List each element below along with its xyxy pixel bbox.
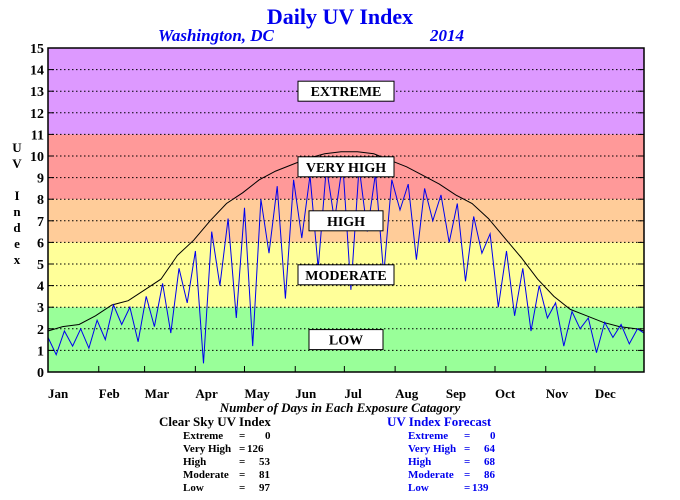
band-label: VERY HIGH [306, 161, 386, 176]
forecast-heading: UV Index Forecast [387, 414, 492, 429]
y-tick-label: 14 [30, 64, 44, 79]
band-label: MODERATE [305, 269, 386, 284]
y-tick-label: 7 [37, 215, 44, 230]
band-label-box [308, 210, 384, 232]
y-tick-label: 11 [31, 128, 44, 143]
band-label-box [297, 264, 395, 286]
band-labels: LOW MODERATE HIGH VERY HIGH EXTREME [297, 80, 395, 351]
x-tick-label: Nov [546, 386, 569, 401]
band-label: HIGH [327, 215, 365, 230]
clear-sky-heading: Clear Sky UV Index [159, 414, 271, 429]
band-label: LOW [329, 334, 363, 349]
exposure-caption: Number of Days in Each Exposure Catagory [219, 400, 461, 415]
y-tick-label: 10 [30, 150, 44, 165]
y-tick-label: 0 [37, 366, 44, 381]
x-tick-label: Dec [595, 386, 616, 401]
x-tick-label: Jun [295, 386, 317, 401]
plot-frame [47, 47, 645, 373]
location-label: Washington, DC [158, 26, 274, 45]
year-label: 2014 [430, 26, 464, 45]
y-tick-label: 12 [30, 107, 44, 122]
y-tick-label: 4 [37, 280, 44, 295]
x-tick-label: Aug [395, 386, 419, 401]
band-label-box [297, 156, 395, 178]
x-tick-label: Mar [145, 386, 170, 401]
x-tick-label: May [244, 386, 270, 401]
y-tick-label: 2 [37, 323, 44, 338]
y-tick-label: 6 [37, 236, 44, 251]
y-tick-label: 5 [37, 258, 44, 273]
y-tick-label: 15 [30, 42, 44, 57]
band-label-box [308, 329, 384, 351]
x-tick-label: Jan [48, 386, 69, 401]
x-tick-label: Jul [344, 386, 362, 401]
x-tick-label: Apr [195, 386, 218, 401]
band-label: EXTREME [311, 85, 382, 100]
x-tick-label: Oct [495, 386, 516, 401]
x-tick-label: Sep [446, 386, 466, 401]
y-tick-label: 9 [37, 172, 44, 187]
chart-title: Daily UV Index [266, 4, 414, 29]
y-tick-label: 13 [30, 85, 44, 100]
band-label-box [297, 80, 395, 102]
x-tick-label: Feb [99, 386, 120, 401]
y-tick-label: 1 [37, 344, 44, 359]
series-line-clear-sky-uv-index [47, 151, 645, 332]
y-tick-label: 3 [37, 301, 44, 316]
y-axis-label: U V I n d e x [12, 140, 22, 267]
gridlines [48, 47, 644, 351]
y-tick-label: 8 [37, 193, 44, 208]
